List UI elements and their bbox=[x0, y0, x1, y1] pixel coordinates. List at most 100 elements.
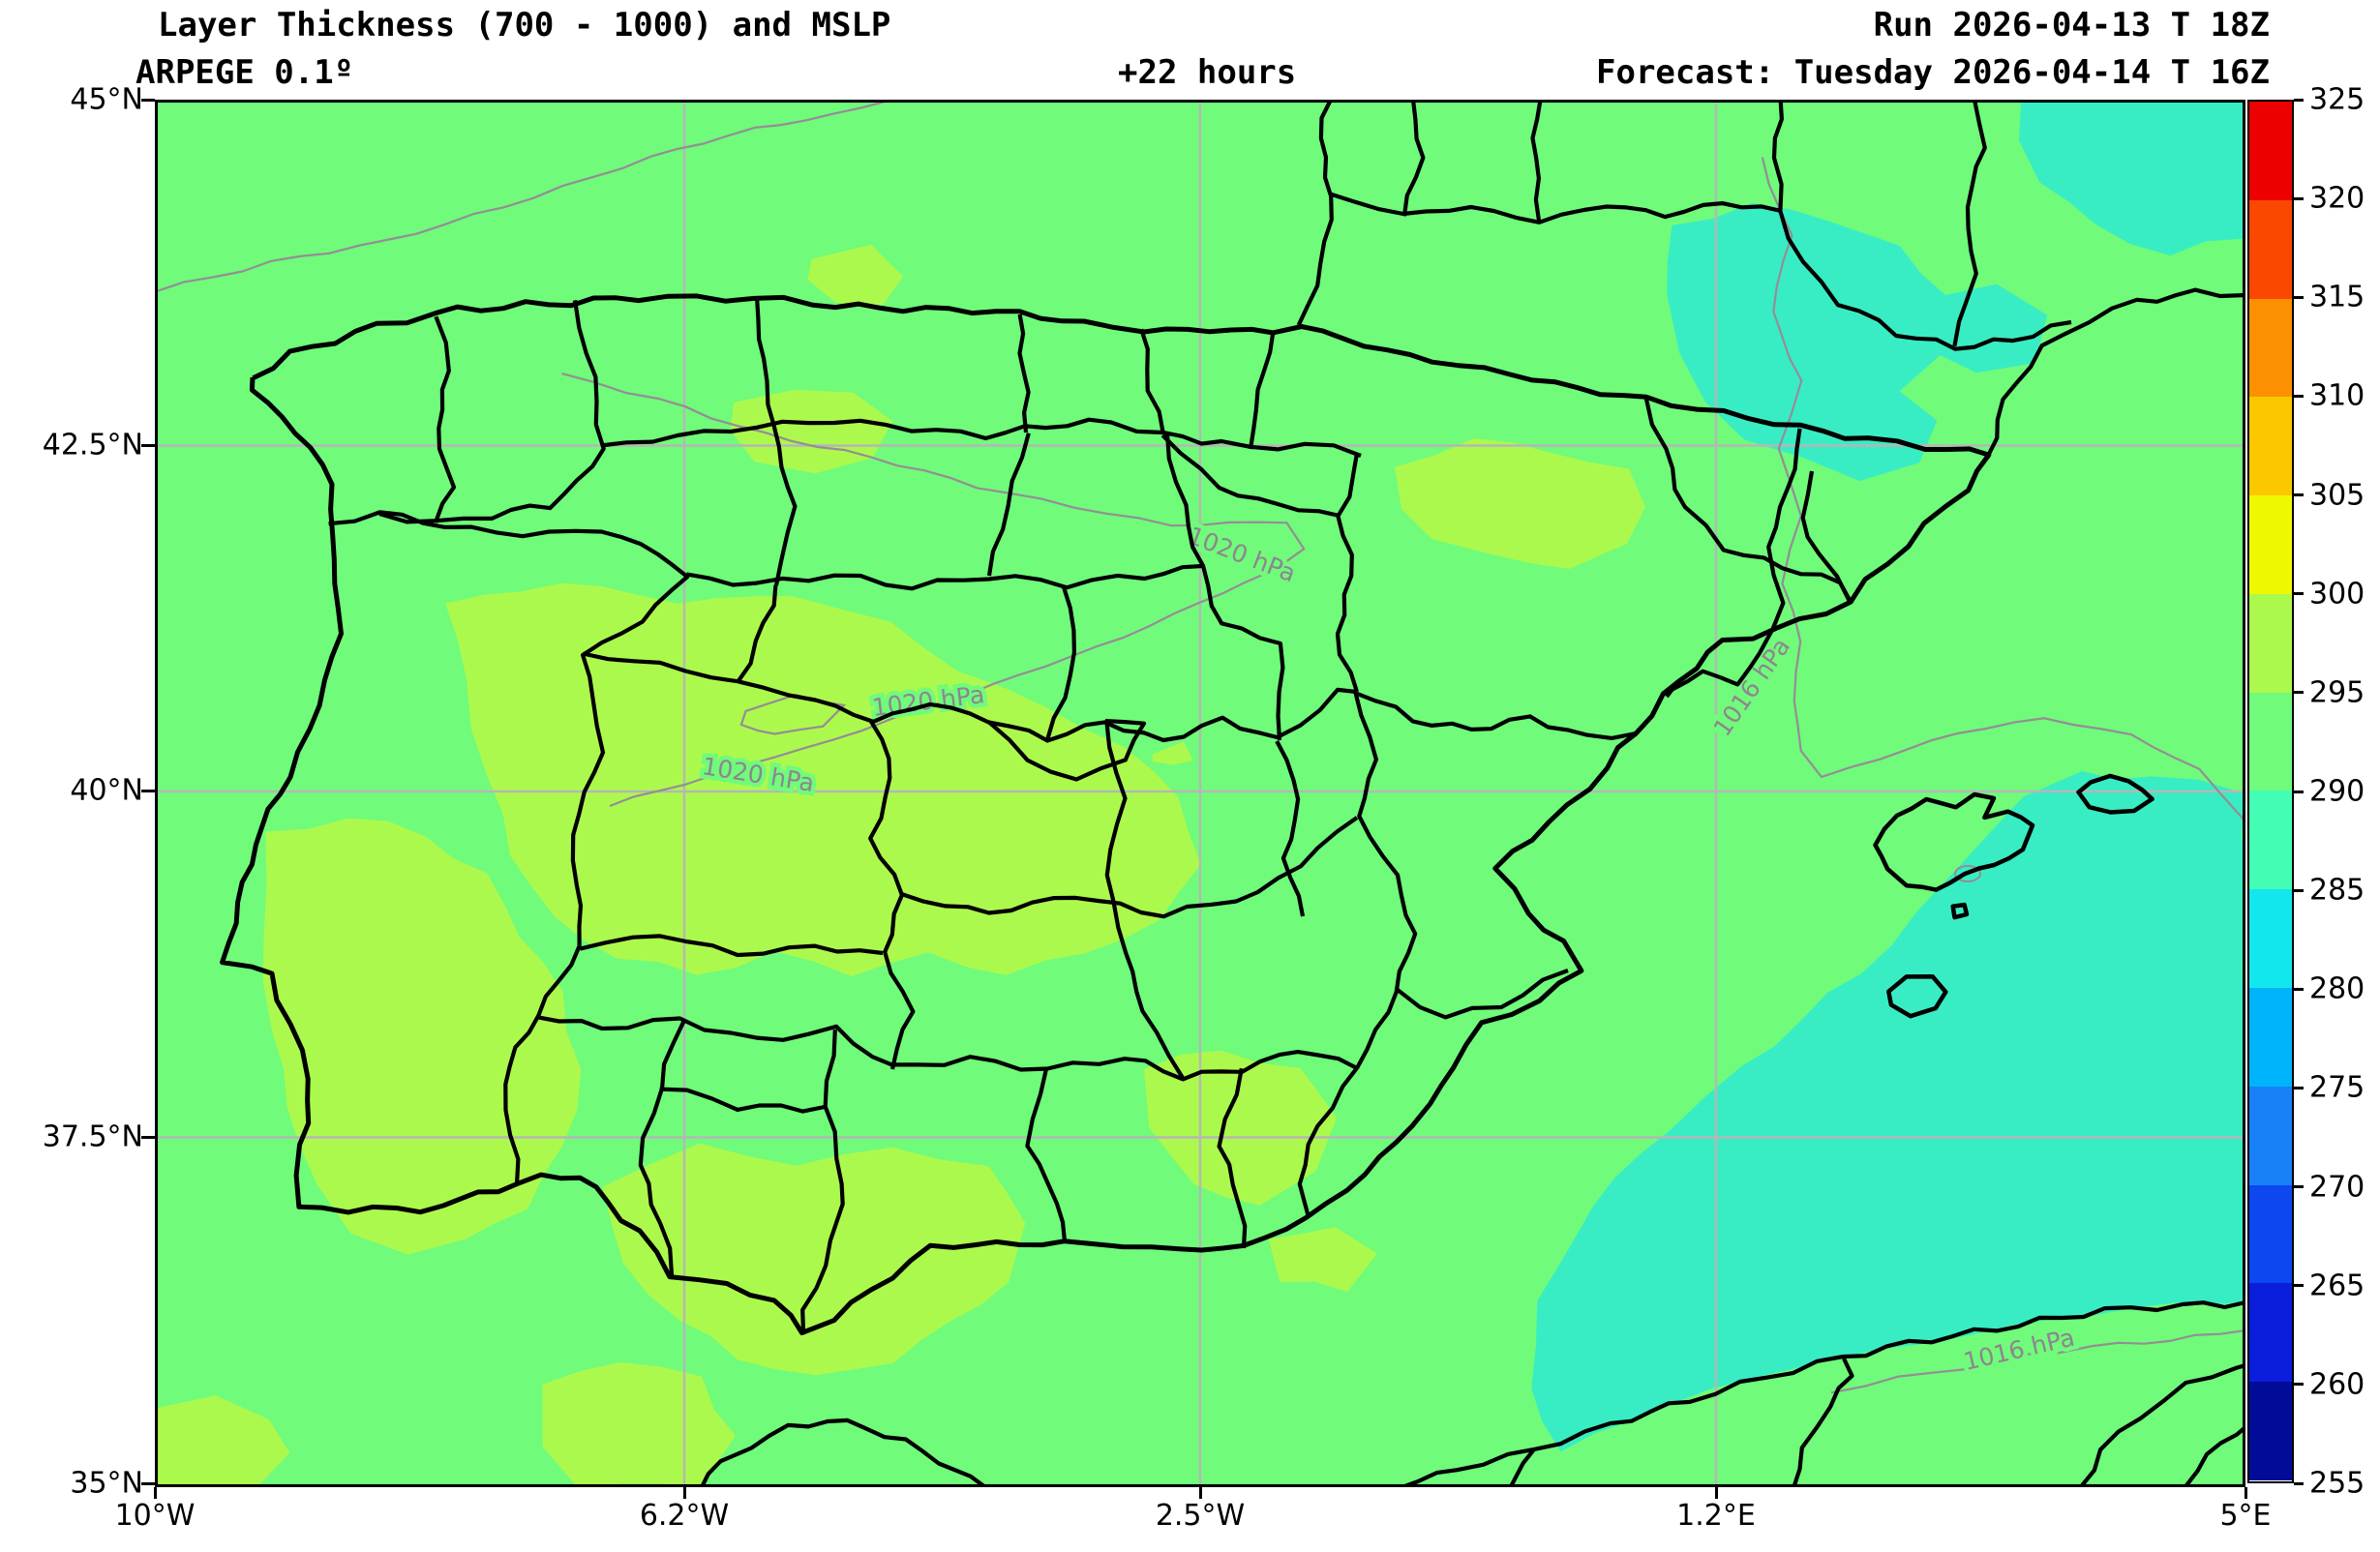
colorbar-tick-mark bbox=[2294, 196, 2304, 200]
mslp-contour-closed bbox=[739, 693, 847, 735]
iberia-coastline bbox=[220, 293, 1992, 1335]
colorbar-segment-285-290 bbox=[2249, 791, 2292, 890]
colorbar-tick-label: 300 bbox=[2309, 577, 2365, 612]
chart-title: Layer Thickness (700 - 1000) and MSLP bbox=[158, 6, 891, 45]
admin-border bbox=[434, 315, 457, 523]
colorbar-tick-mark bbox=[2294, 394, 2304, 398]
colorbar-segment-310-315 bbox=[2249, 298, 2292, 398]
mslp-contour-small bbox=[1954, 865, 1981, 882]
admin-border bbox=[986, 718, 1147, 782]
x-tick-label: 1.2°E bbox=[1676, 1499, 1756, 1533]
y-tick-label: 45°N bbox=[70, 82, 143, 117]
colorbar-tick-label: 260 bbox=[2309, 1367, 2365, 1402]
thickness-285-290-region bbox=[1667, 202, 1945, 482]
admin-border bbox=[699, 1418, 987, 1487]
y-tick-mark bbox=[141, 1135, 155, 1139]
x-tick-label: 10°W bbox=[114, 1499, 196, 1533]
admin-border bbox=[1353, 691, 1418, 1069]
thickness-285-290-region bbox=[1531, 771, 2245, 1452]
colorbar-tick-label: 295 bbox=[2309, 675, 2365, 710]
thickness-295-300-region bbox=[807, 244, 904, 306]
colorbar-tick-mark bbox=[2294, 295, 2304, 299]
mslp-contour bbox=[1761, 157, 2245, 822]
colorbar-segment-280-285 bbox=[2249, 889, 2292, 989]
colorbar-segment-320-325 bbox=[2249, 102, 2292, 200]
admin-border bbox=[582, 651, 1358, 743]
y-tick-label: 42.5°N bbox=[42, 428, 143, 463]
admin-border bbox=[800, 1030, 845, 1332]
admin-border bbox=[1139, 328, 1166, 435]
colorbar-tick-label: 270 bbox=[2309, 1170, 2365, 1205]
y-tick-mark bbox=[141, 98, 155, 102]
colorbar-tick-label: 310 bbox=[2309, 378, 2365, 413]
forecast-hour-label: +22 hours bbox=[1118, 53, 1297, 92]
colorbar-tick-mark bbox=[2294, 1086, 2304, 1089]
thickness-285-290-region bbox=[2019, 100, 2245, 255]
colorbar-tick-label: 320 bbox=[2309, 181, 2365, 216]
thickness-295-300-region bbox=[445, 582, 1201, 977]
thickness-295-300-region bbox=[1152, 741, 1193, 765]
admin-border bbox=[1104, 720, 1185, 1080]
admin-border bbox=[1164, 433, 1285, 741]
admin-border bbox=[1771, 100, 2072, 351]
y-tick-mark bbox=[141, 789, 155, 792]
thickness-295-300-region bbox=[1395, 438, 1645, 569]
colorbar-tick-mark bbox=[2294, 790, 2304, 793]
admin-border bbox=[1800, 470, 1853, 604]
x-tick-label: 6.2°W bbox=[639, 1499, 730, 1533]
thickness-295-300-region bbox=[542, 1361, 737, 1487]
admin-border bbox=[328, 510, 690, 1185]
colorbar-segment-290-295 bbox=[2249, 692, 2292, 791]
admin-border bbox=[1643, 397, 1853, 604]
admin-border bbox=[1398, 1299, 2245, 1487]
colorbar-segment-260-265 bbox=[2249, 1283, 2292, 1383]
admin-border bbox=[1355, 691, 1637, 740]
colorbar-tick-label: 315 bbox=[2309, 280, 2365, 314]
colorbar-tick-mark bbox=[2294, 1481, 2304, 1485]
colorbar-tick-mark bbox=[2294, 888, 2304, 892]
colorbar-tick-mark bbox=[2294, 987, 2304, 991]
island-coastline bbox=[2076, 773, 2154, 815]
admin-border bbox=[378, 299, 606, 524]
model-label: ARPEGE 0.1º bbox=[136, 53, 354, 92]
x-tick-mark bbox=[1714, 1487, 1718, 1499]
y-tick-label: 35°N bbox=[70, 1466, 143, 1501]
y-tick-mark bbox=[141, 443, 155, 447]
colorbar-tick-mark bbox=[2294, 592, 2304, 596]
plot-frame bbox=[155, 100, 2245, 1487]
admin-border bbox=[1396, 969, 1569, 1020]
colorbar-segment-265-270 bbox=[2249, 1184, 2292, 1284]
admin-border bbox=[638, 1020, 686, 1276]
colorbar-tick-label: 255 bbox=[2309, 1466, 2365, 1501]
run-label: Run 2026-04-13 T 18Z bbox=[1873, 6, 2270, 45]
island-coastline bbox=[1886, 973, 1948, 1019]
admin-border bbox=[1952, 100, 1987, 347]
colorbar-tick-label: 325 bbox=[2309, 82, 2365, 117]
x-tick-label: 2.5°W bbox=[1155, 1499, 1246, 1533]
colorbar-tick-label: 280 bbox=[2309, 971, 2365, 1006]
admin-border bbox=[1986, 287, 2245, 457]
island-coastline bbox=[1873, 791, 2035, 892]
colorbar-tick-label: 305 bbox=[2309, 478, 2365, 513]
y-tick-label: 40°N bbox=[70, 773, 143, 808]
colorbar-segment-305-310 bbox=[2249, 397, 2292, 496]
x-tick-mark bbox=[2244, 1487, 2247, 1499]
thickness-295-300-region bbox=[1144, 1050, 1338, 1206]
admin-border bbox=[2079, 1362, 2245, 1487]
colorbar-tick-mark bbox=[2294, 1185, 2304, 1189]
admin-border bbox=[1275, 740, 1306, 917]
admin-border bbox=[1530, 100, 1543, 222]
y-tick-label: 37.5°N bbox=[42, 1119, 143, 1154]
mslp-contour bbox=[561, 373, 1306, 808]
colorbar-segment-295-300 bbox=[2249, 593, 2292, 693]
admin-border bbox=[771, 426, 798, 586]
admin-border bbox=[600, 417, 1362, 458]
colorbar-tick-mark bbox=[2294, 1383, 2304, 1387]
x-tick-mark bbox=[682, 1487, 686, 1499]
x-tick-mark bbox=[153, 1487, 157, 1499]
colorbar-segment-315-320 bbox=[2249, 199, 2292, 299]
mslp-contour bbox=[1830, 1328, 2245, 1394]
admin-border bbox=[1792, 1358, 1854, 1487]
